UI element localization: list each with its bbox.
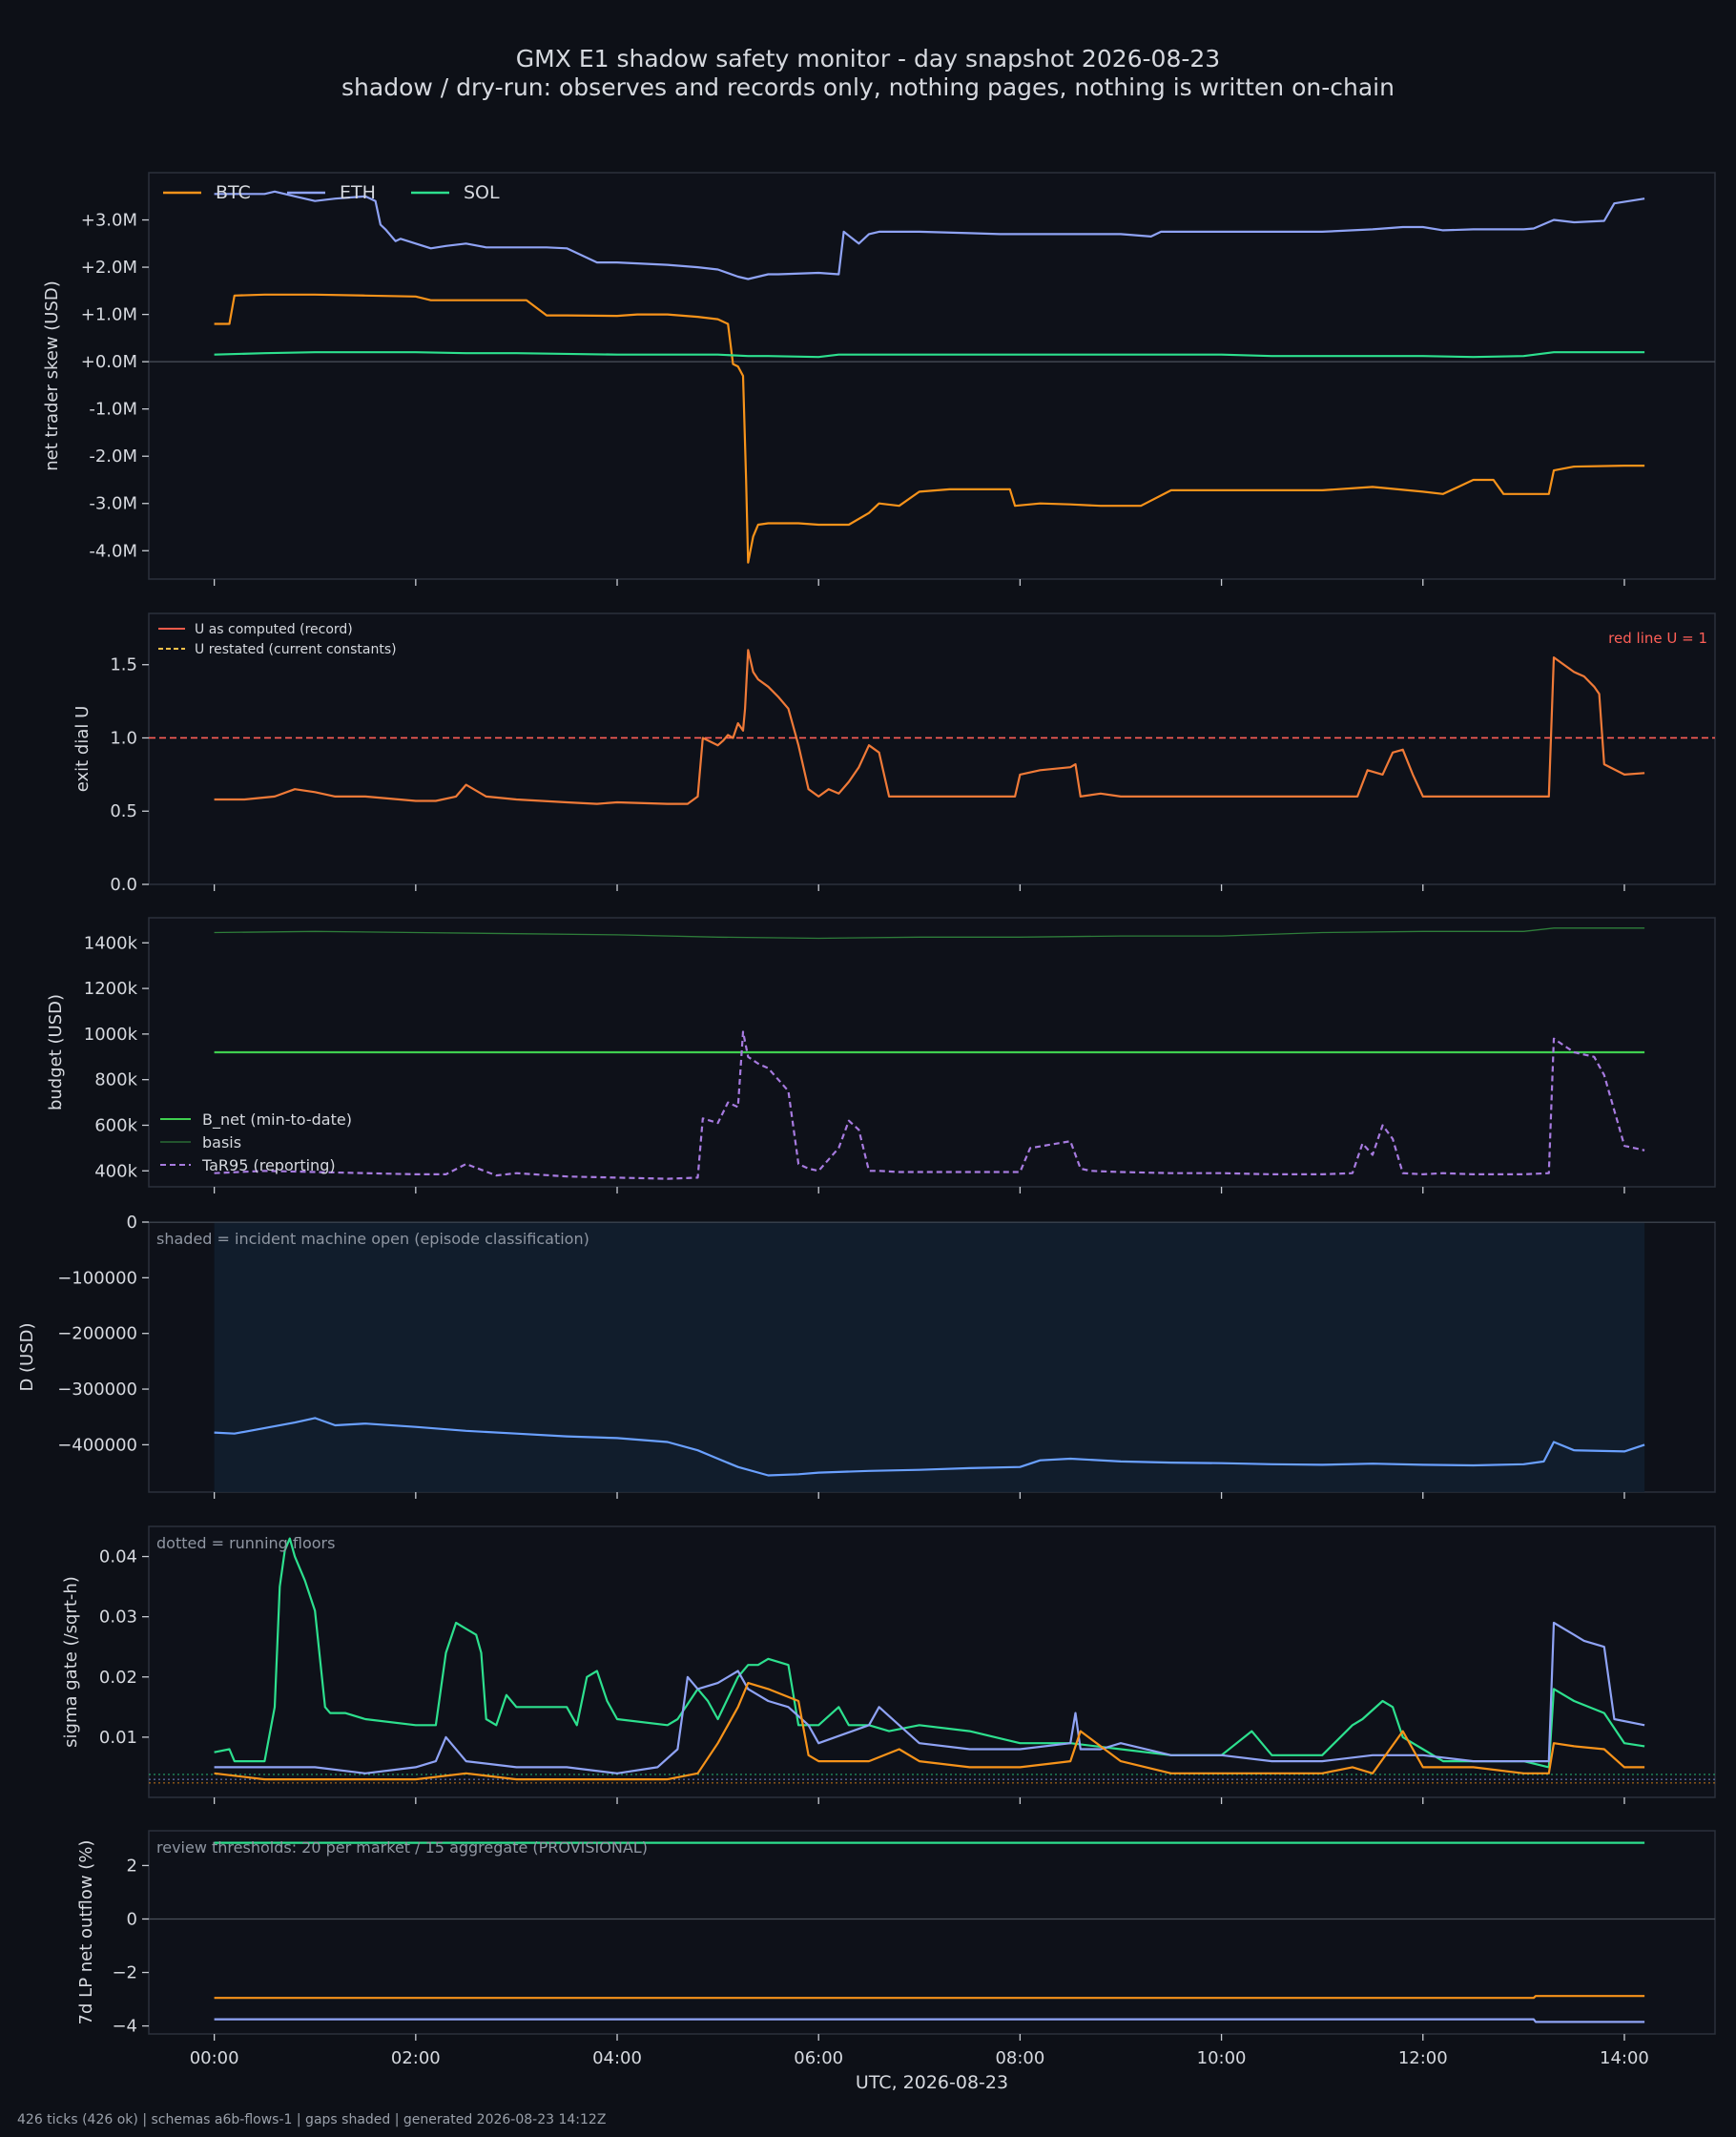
legend-label: basis	[202, 1133, 241, 1151]
y-axis-label: D (USD)	[17, 1322, 37, 1391]
chart-subtitle: shadow / dry-run: observes and records o…	[341, 73, 1395, 101]
panel-4: 0 −100000 −200000 −300000 −400000 D (USD) shad…	[17, 1213, 1716, 1499]
y-tick-label: 600k	[94, 1115, 137, 1135]
panel-2: 0.0 0.5 1.0 1.5 exit dial U red line U = 1 U a…	[72, 612, 1716, 895]
y-tick-label: 0.0	[110, 875, 137, 895]
panel-annotation: review thresholds: 20 per market / 15 ag…	[156, 1838, 648, 1857]
panel-annotation: shaded = incident machine open (episode …	[156, 1230, 589, 1248]
y-tick-label: −400000	[57, 1435, 137, 1455]
legend-label: BTC	[216, 182, 251, 203]
panel-3: 400k 600k 800k 1000k 1200k 1400k budget (USD) B…	[46, 917, 1716, 1193]
series-sol	[214, 1537, 1645, 1769]
legend-label: TaR95 (reporting)	[201, 1156, 336, 1174]
plot-area	[214, 927, 1645, 1180]
legend-item: TaR95 (reporting)	[160, 1156, 336, 1174]
plot-area	[149, 1841, 1715, 2023]
plot-area	[149, 1222, 1715, 1492]
legend-label: B_net (min-to-date)	[202, 1110, 352, 1130]
y-axis-label: sigma gate (/sqrt-h)	[61, 1576, 81, 1748]
y-tick-label: 800k	[94, 1070, 137, 1090]
series-eth	[214, 190, 1645, 280]
y-tick-label: 1400k	[84, 933, 138, 953]
x-tick-label: 14:00	[1600, 2048, 1649, 2068]
y-tick-label: +3.0M	[81, 211, 137, 231]
y-tick-label: −2	[112, 1963, 137, 1983]
series-d	[214, 1417, 1645, 1477]
y-tick-label: 0	[127, 1213, 137, 1233]
legend-item-eth: ETH	[287, 182, 376, 203]
y-tick-label: 0.03	[99, 1608, 137, 1628]
y-tick-label: -2.0M	[89, 446, 137, 467]
legend-item-btc: BTC	[163, 182, 251, 203]
y-tick-label: 1.5	[110, 655, 137, 675]
panel-frame	[148, 1830, 1716, 2035]
series-basis	[214, 927, 1645, 940]
y-tick-label: 0	[127, 1909, 137, 1929]
legend-label: SOL	[464, 182, 500, 203]
chart-title: GMX E1 shadow safety monitor - day snaps…	[515, 45, 1221, 73]
x-tick-label: 02:00	[391, 2048, 441, 2068]
y-tick-label: 2	[127, 1856, 137, 1876]
legend-item-sol: SOL	[411, 182, 500, 203]
x-axis-label: UTC, 2026-08-23	[856, 2072, 1008, 2093]
y-tick-label: 0.04	[99, 1547, 137, 1567]
y-tick-label: +0.0M	[81, 352, 137, 372]
x-tick-label: 10:00	[1197, 2048, 1247, 2068]
series-eth	[214, 1621, 1645, 1774]
incident-shade	[214, 1222, 1645, 1492]
panel-frame	[148, 172, 1716, 580]
y-tick-label: -4.0M	[89, 541, 137, 561]
red-line-annotation: red line U = 1	[1608, 630, 1707, 647]
series-tar95-reporting-	[214, 1030, 1645, 1180]
x-tick-label: 06:00	[794, 2048, 843, 2068]
series-btc	[214, 1995, 1645, 2000]
legend-label: ETH	[340, 182, 376, 203]
y-tick-label: −100000	[57, 1268, 137, 1288]
y-tick-label: 1200k	[84, 979, 138, 999]
y-tick-label: 1000k	[84, 1025, 138, 1045]
series-u	[214, 649, 1645, 805]
y-tick-label: −4	[112, 2017, 137, 2037]
x-tick-label: 12:00	[1398, 2048, 1448, 2068]
panel-annotation: dotted = running floors	[156, 1534, 335, 1552]
panel-5: 0.01 0.02 0.03 0.04 sigma gate (/sqrt-h) dott…	[61, 1525, 1716, 1804]
series-btc	[214, 293, 1645, 564]
panel-1: +3.0M +2.0M +1.0M +0.0M -1.0M -2.0M -3.0M -4.0M…	[42, 172, 1716, 586]
legend-item: U restated (current constants)	[158, 642, 397, 657]
y-tick-label: −300000	[57, 1380, 137, 1400]
y-tick-label: −200000	[57, 1324, 137, 1344]
y-tick-label: +1.0M	[81, 305, 137, 325]
y-axis-label: budget (USD)	[46, 994, 66, 1110]
series-eth	[214, 2018, 1645, 2023]
panel-6: −4 −2 0 2 00:00 02:00 04:00 06:00 08:00 10:00 12:0…	[76, 1830, 1716, 2093]
panel-frame	[148, 1525, 1716, 1798]
panel-frame	[148, 612, 1716, 885]
y-tick-label: 0.01	[99, 1728, 137, 1748]
series-sol	[214, 351, 1645, 359]
legend-label: U as computed (record)	[195, 622, 353, 637]
y-axis-label: 7d LP net outflow (%)	[76, 1840, 96, 2025]
x-tick-label: 00:00	[190, 2048, 239, 2068]
plot-area	[149, 1537, 1715, 1784]
y-tick-label: 0.5	[110, 801, 137, 821]
x-tick-label: 04:00	[592, 2048, 642, 2068]
status-footer: 426 ticks (426 ok) | schemas a6b-flows-1…	[17, 2112, 607, 2127]
y-tick-label: 400k	[94, 1161, 137, 1181]
plot-area	[149, 190, 1715, 564]
y-tick-label: -3.0M	[89, 494, 137, 514]
y-tick-label: -1.0M	[89, 400, 137, 420]
legend-item: U as computed (record)	[158, 622, 353, 637]
plot-area	[149, 649, 1715, 805]
legend-label: U restated (current constants)	[195, 642, 397, 657]
x-tick-label: 08:00	[995, 2048, 1044, 2068]
y-axis-label: exit dial U	[72, 706, 93, 793]
y-tick-label: +2.0M	[81, 258, 137, 278]
legend-item: B_net (min-to-date)	[160, 1110, 352, 1130]
y-tick-label: 1.0	[110, 728, 137, 748]
series-btc	[214, 1681, 1645, 1781]
legend-item: basis	[160, 1133, 241, 1151]
y-tick-label: 0.02	[99, 1668, 137, 1688]
y-axis-label: net trader skew (USD)	[42, 280, 62, 471]
